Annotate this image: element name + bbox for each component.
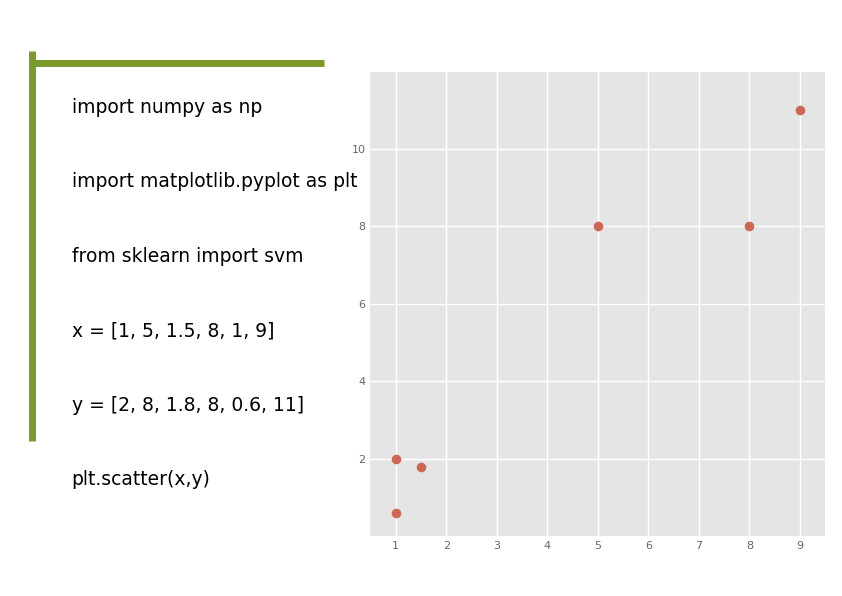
Text: y = [2, 8, 1.8, 8, 0.6, 11]: y = [2, 8, 1.8, 8, 0.6, 11]	[72, 396, 304, 415]
Point	[414, 462, 428, 471]
Text: plt.scatter(x,y): plt.scatter(x,y)	[72, 470, 210, 489]
Point	[743, 222, 756, 231]
Point	[793, 105, 807, 115]
Text: import matplotlib.pyplot as plt: import matplotlib.pyplot as plt	[72, 172, 357, 191]
Text: from sklearn import svm: from sklearn import svm	[72, 247, 303, 266]
Text: import numpy as np: import numpy as np	[72, 98, 262, 117]
Text: x = [1, 5, 1.5, 8, 1, 9]: x = [1, 5, 1.5, 8, 1, 9]	[72, 321, 274, 340]
Point	[389, 508, 402, 518]
Point	[389, 454, 402, 464]
Point	[591, 222, 605, 231]
